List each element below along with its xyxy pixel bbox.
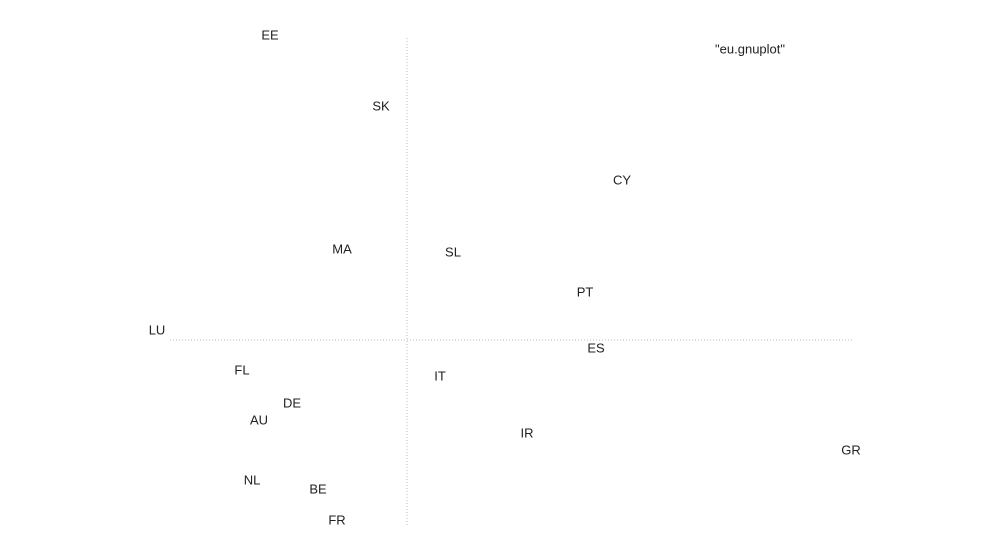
point-label: GR (841, 442, 861, 457)
point-label: AU (250, 412, 268, 427)
point-label: CY (613, 172, 631, 187)
point-label: IR (521, 425, 534, 440)
point-label: ES (587, 340, 605, 355)
point-label: SL (445, 244, 461, 259)
point-label: SK (372, 98, 390, 113)
point-label: FR (328, 512, 345, 527)
point-label: NL (244, 472, 261, 487)
point-label: EE (261, 27, 279, 42)
point-label: IT (434, 368, 446, 383)
point-label: PT (577, 284, 594, 299)
legend-entry: "eu.gnuplot" (715, 41, 785, 56)
point-label: MA (332, 241, 352, 256)
point-label: DE (283, 395, 301, 410)
point-label: LU (149, 322, 166, 337)
point-label: FL (234, 362, 249, 377)
point-label: BE (309, 481, 327, 496)
